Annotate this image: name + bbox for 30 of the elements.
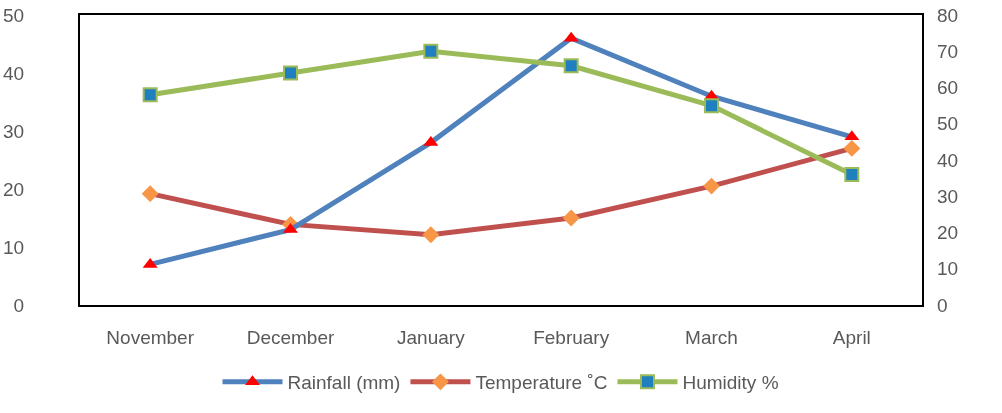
y-tick-label: 10 <box>3 236 25 258</box>
point <box>142 87 158 103</box>
x-tick-label: March <box>685 326 738 348</box>
legend-label: Rainfall (mm) <box>287 372 401 394</box>
point <box>844 167 860 182</box>
y-tick-label: 30 <box>3 120 25 142</box>
x-tick-label: November <box>106 326 195 348</box>
x-tick-label: April <box>832 326 871 348</box>
point <box>423 43 439 59</box>
y-tick-label: 20 <box>3 178 25 200</box>
y2-tick-label: 30 <box>937 185 959 207</box>
y2-tick-label: 10 <box>937 258 959 280</box>
y2-tick-label: 20 <box>937 222 959 244</box>
legend-label: Temperature ˚C <box>475 372 608 394</box>
point <box>704 98 719 114</box>
x-tick-label: January <box>397 326 466 348</box>
y2-tick-label: 60 <box>937 77 959 99</box>
y2-tick-label: 0 <box>937 294 948 316</box>
y-tick-label: 50 <box>3 4 25 26</box>
y2-tick-label: 50 <box>937 113 959 135</box>
legend-label: Humidity % <box>682 372 779 394</box>
y-tick-label: 40 <box>3 62 25 84</box>
point <box>563 58 579 74</box>
x-tick-label: February <box>533 326 610 348</box>
y2-tick-label: 80 <box>937 4 959 26</box>
point <box>283 65 298 81</box>
y2-tick-label: 70 <box>937 40 959 62</box>
x-tick-label: December <box>246 326 335 348</box>
y-tick-label: 0 <box>13 294 25 316</box>
y2-tick-label: 40 <box>937 149 959 171</box>
